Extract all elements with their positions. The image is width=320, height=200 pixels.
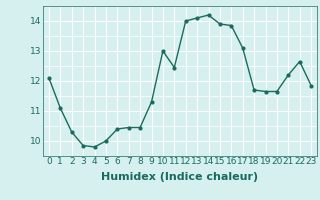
- X-axis label: Humidex (Indice chaleur): Humidex (Indice chaleur): [101, 172, 259, 182]
